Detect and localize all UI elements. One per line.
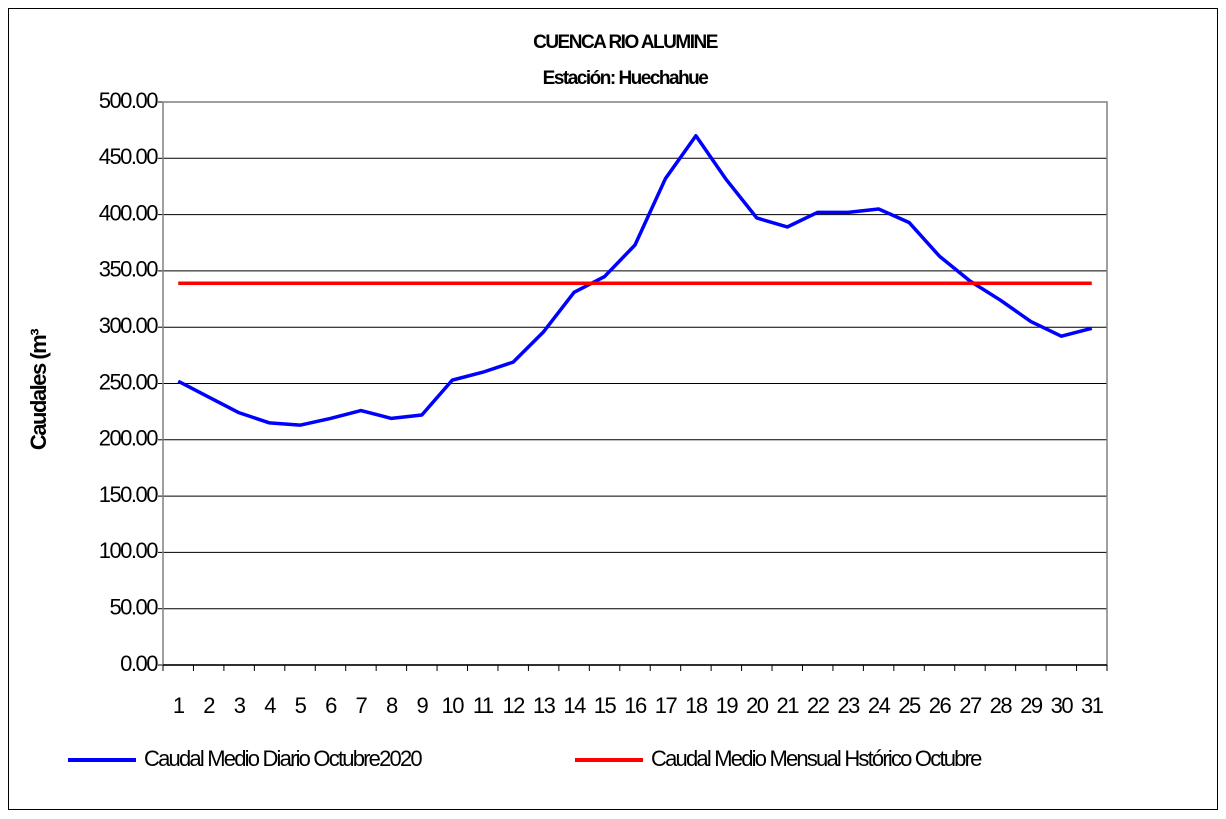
y-axis-label: Caudales (m³ [26, 329, 51, 450]
series-line [177, 134, 1093, 427]
x-tick-label: 21 [777, 693, 800, 718]
x-tick-label: 29 [1020, 693, 1043, 718]
x-tick-label: 3 [234, 693, 246, 718]
legend-label: Caudal Medio Diario Octubre2020 [144, 746, 422, 771]
x-tick-label: 2 [203, 693, 215, 718]
legend-label: Caudal Medio Mensual Hstórico Octubre [651, 746, 982, 771]
y-tick-label: 350.00 [99, 257, 159, 282]
y-tick-label: 150.00 [99, 482, 159, 507]
chart-title: CUENCA RIO ALUMINE [533, 32, 718, 53]
x-tick-label: 22 [807, 693, 830, 718]
x-tick-label: 17 [655, 693, 678, 718]
x-tick-label: 6 [325, 693, 337, 718]
x-tick-label: 28 [990, 693, 1013, 718]
x-tick-label: 19 [716, 693, 739, 718]
x-tick-label: 10 [442, 693, 465, 718]
x-tick-label: 26 [929, 693, 952, 718]
x-tick-label: 27 [959, 693, 982, 718]
x-tick-label: 23 [837, 693, 860, 718]
x-tick-label: 20 [746, 693, 769, 718]
chart-subtitle: Estación: Huechahue [543, 68, 709, 89]
x-tick-label: 16 [624, 693, 647, 718]
y-tick-label: 400.00 [99, 200, 159, 225]
x-tick-label: 14 [563, 693, 586, 718]
x-tick-label: 30 [1051, 693, 1074, 718]
x-tick-label: 4 [264, 693, 276, 718]
y-tick-label: 50.00 [109, 595, 158, 620]
x-tick-label: 9 [416, 693, 428, 718]
x-tick-label: 8 [386, 693, 398, 718]
x-tick-label: 12 [502, 693, 525, 718]
y-tick-label: 450.00 [99, 144, 159, 169]
y-tick-label: 0.00 [120, 651, 158, 676]
x-tick-label: 24 [868, 693, 891, 718]
x-tick-label: 31 [1081, 693, 1104, 718]
chart-border [8, 8, 1218, 810]
x-tick-label: 15 [594, 693, 617, 718]
x-tick-label: 11 [473, 693, 494, 718]
x-tick-label: 7 [356, 693, 368, 718]
x-tick-label: 25 [898, 693, 921, 718]
x-tick-label: 1 [173, 693, 185, 718]
x-tick-label: 13 [533, 693, 556, 718]
x-tick-label: 18 [685, 693, 708, 718]
x-tick-label: 5 [295, 693, 307, 718]
y-tick-label: 100.00 [99, 538, 159, 563]
y-tick-label: 200.00 [99, 426, 159, 451]
y-tick-label: 250.00 [99, 369, 159, 394]
y-tick-label: 300.00 [99, 313, 159, 338]
y-tick-label: 500.00 [99, 88, 159, 113]
